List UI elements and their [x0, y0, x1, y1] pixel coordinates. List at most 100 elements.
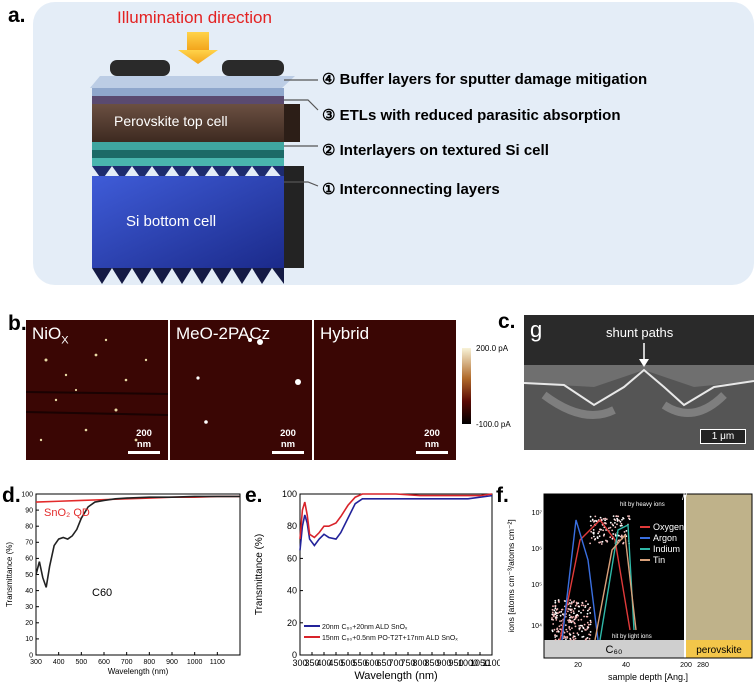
scatter-point	[569, 599, 572, 601]
scatter-point	[589, 542, 591, 545]
y-tick-label: 20	[287, 618, 297, 628]
scatter-point	[572, 632, 575, 635]
y-tick-label: 10⁷	[532, 510, 543, 517]
layer-label-perovskite: perovskite	[696, 645, 742, 656]
scatter-point	[586, 621, 589, 624]
x-tick-label: 500	[340, 658, 355, 668]
legend-label-0: 20nm C₆₀+20nm ALD SnOₓ	[322, 624, 408, 631]
scatter-point	[609, 526, 612, 529]
x-axis-label: Wavelength (nm)	[108, 667, 169, 676]
scatter-point	[616, 518, 619, 521]
scatter-point	[554, 604, 557, 607]
illumination-label: Illumination direction	[117, 8, 272, 27]
scatter-point	[574, 625, 577, 628]
scatter-point	[580, 618, 583, 621]
scalebar-meo-2pacz: 200 nm	[272, 428, 304, 454]
scatter-point	[587, 626, 590, 629]
scatter-point	[554, 607, 557, 610]
y-tick-label: 80	[287, 521, 297, 531]
y-tick-label: 40	[25, 588, 33, 595]
scatter-point	[567, 610, 569, 613]
scatter-point	[562, 613, 564, 615]
scatter-point	[595, 520, 598, 523]
profile-line-oxygen	[559, 518, 631, 641]
series-line-1	[35, 495, 240, 588]
si-bottom-cell-label: Si bottom cell	[126, 213, 217, 230]
x-axis-label: sample depth [Ang.]	[608, 672, 688, 682]
scatter-point	[605, 518, 608, 521]
scatter-point	[589, 520, 592, 522]
scatter-point	[582, 604, 585, 607]
scatter-point	[579, 624, 582, 627]
scatter-point	[564, 600, 567, 602]
scatter-point	[554, 599, 557, 602]
scatter-point	[609, 521, 612, 524]
sem-inset-letter: g	[530, 317, 543, 342]
scatter-point	[582, 609, 585, 612]
scatter-point	[598, 541, 600, 544]
scatter-point	[575, 601, 578, 604]
legend-label-indium: Indium	[653, 544, 680, 554]
scatter-point	[567, 608, 570, 610]
shunt-paths-label: shunt paths	[606, 325, 674, 340]
scatter-point	[585, 600, 587, 603]
scatter-point	[607, 527, 610, 530]
scatter-point	[554, 636, 557, 638]
profile-line-argon	[561, 519, 599, 641]
scatter-point	[564, 624, 567, 627]
legend-label-tin: Tin	[653, 555, 665, 565]
y-tick-label: 80	[25, 524, 33, 531]
afm-image-meo-2pacz: MeO-2PACz 200 nm	[170, 320, 312, 460]
x-tick-label: 800	[143, 659, 155, 666]
scalebar-hybrid: 200 nm	[416, 428, 448, 454]
c60-layer-bar	[544, 640, 684, 658]
scatter-point	[574, 617, 577, 620]
solar-cell-stack-illustration	[90, 32, 319, 284]
scatter-point	[614, 534, 617, 537]
scatter-point	[580, 611, 582, 614]
x-tick-label: 400	[53, 659, 65, 666]
scatter-point	[556, 627, 559, 630]
scatter-point	[588, 637, 591, 640]
y-tick-label: 10⁵	[531, 582, 542, 589]
scatter-point	[563, 635, 566, 638]
scatter-point	[576, 632, 579, 635]
afm-image-nio: NiOX 200 nm	[26, 320, 168, 460]
scatter-point	[598, 530, 600, 533]
callout-interlayers: ② Interlayers on textured Si cell	[322, 142, 549, 159]
series-line-0	[299, 494, 493, 551]
scatter-point	[589, 612, 592, 614]
y-tick-label: 70	[25, 540, 33, 547]
callout-etls: ③ ETLs with reduced parasitic absorption	[322, 107, 621, 124]
y-tick-label: 20	[25, 620, 33, 627]
scatter-point	[559, 628, 561, 630]
scatter-point	[583, 615, 585, 618]
scatter-point	[555, 615, 557, 618]
scatter-point	[588, 608, 591, 611]
panel-e-letter: e.	[245, 484, 263, 507]
x-tick-label: 950	[448, 658, 463, 668]
scatter-point	[621, 518, 623, 521]
afm-label-hybrid: Hybrid	[320, 324, 370, 343]
afm-image-hybrid: Hybrid 200 nm	[314, 320, 456, 460]
y-tick-label: 10	[25, 636, 33, 643]
afm-label-nio: NiOX	[32, 324, 69, 347]
scatter-point	[577, 633, 580, 636]
x-tick-label: 550	[352, 658, 367, 668]
scatter-point	[577, 619, 580, 621]
scatter-point	[570, 601, 573, 603]
scatter-point	[618, 519, 621, 522]
profile-line-tin	[594, 533, 637, 641]
chart-d-transmittance: 300 400 500 600 700 800 900 1000 1100 0 10 20 30 40 50…	[5, 491, 241, 676]
scatter-point	[602, 518, 605, 520]
scatter-point	[612, 515, 615, 517]
scatter-point	[590, 524, 592, 527]
scatter-point	[589, 631, 592, 633]
scatter-point	[604, 517, 607, 520]
scatter-point	[611, 529, 614, 532]
x-tick-label: 750	[400, 658, 415, 668]
x-tick-label: 600	[98, 659, 110, 666]
scatter-point	[620, 535, 622, 538]
x-tick-label: 1000	[458, 658, 478, 668]
colorbar-min-label: -100.0 pA	[476, 420, 511, 429]
